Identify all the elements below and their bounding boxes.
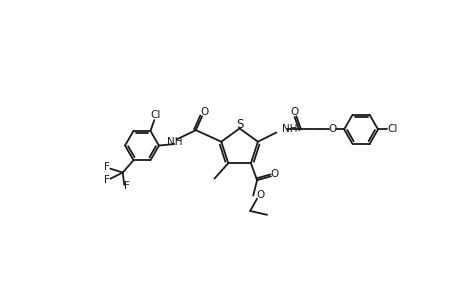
Text: O: O — [328, 124, 336, 134]
Text: F: F — [124, 182, 130, 191]
Text: O: O — [200, 107, 208, 117]
Text: O: O — [270, 169, 278, 179]
Text: F: F — [104, 162, 110, 172]
Text: F: F — [104, 175, 110, 185]
Text: S: S — [235, 118, 243, 131]
Text: NH: NH — [281, 124, 297, 134]
Text: O: O — [290, 107, 298, 117]
Text: Cl: Cl — [151, 110, 161, 121]
Text: Cl: Cl — [386, 124, 397, 134]
Text: NH: NH — [166, 137, 182, 148]
Text: O: O — [256, 190, 264, 200]
